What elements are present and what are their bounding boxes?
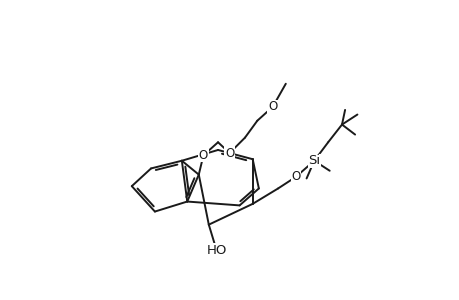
Text: O: O — [291, 170, 300, 183]
Text: O: O — [198, 149, 207, 162]
Text: O: O — [268, 100, 277, 113]
Text: O: O — [224, 146, 234, 160]
Text: HO: HO — [206, 244, 226, 256]
Text: Si: Si — [308, 154, 319, 167]
